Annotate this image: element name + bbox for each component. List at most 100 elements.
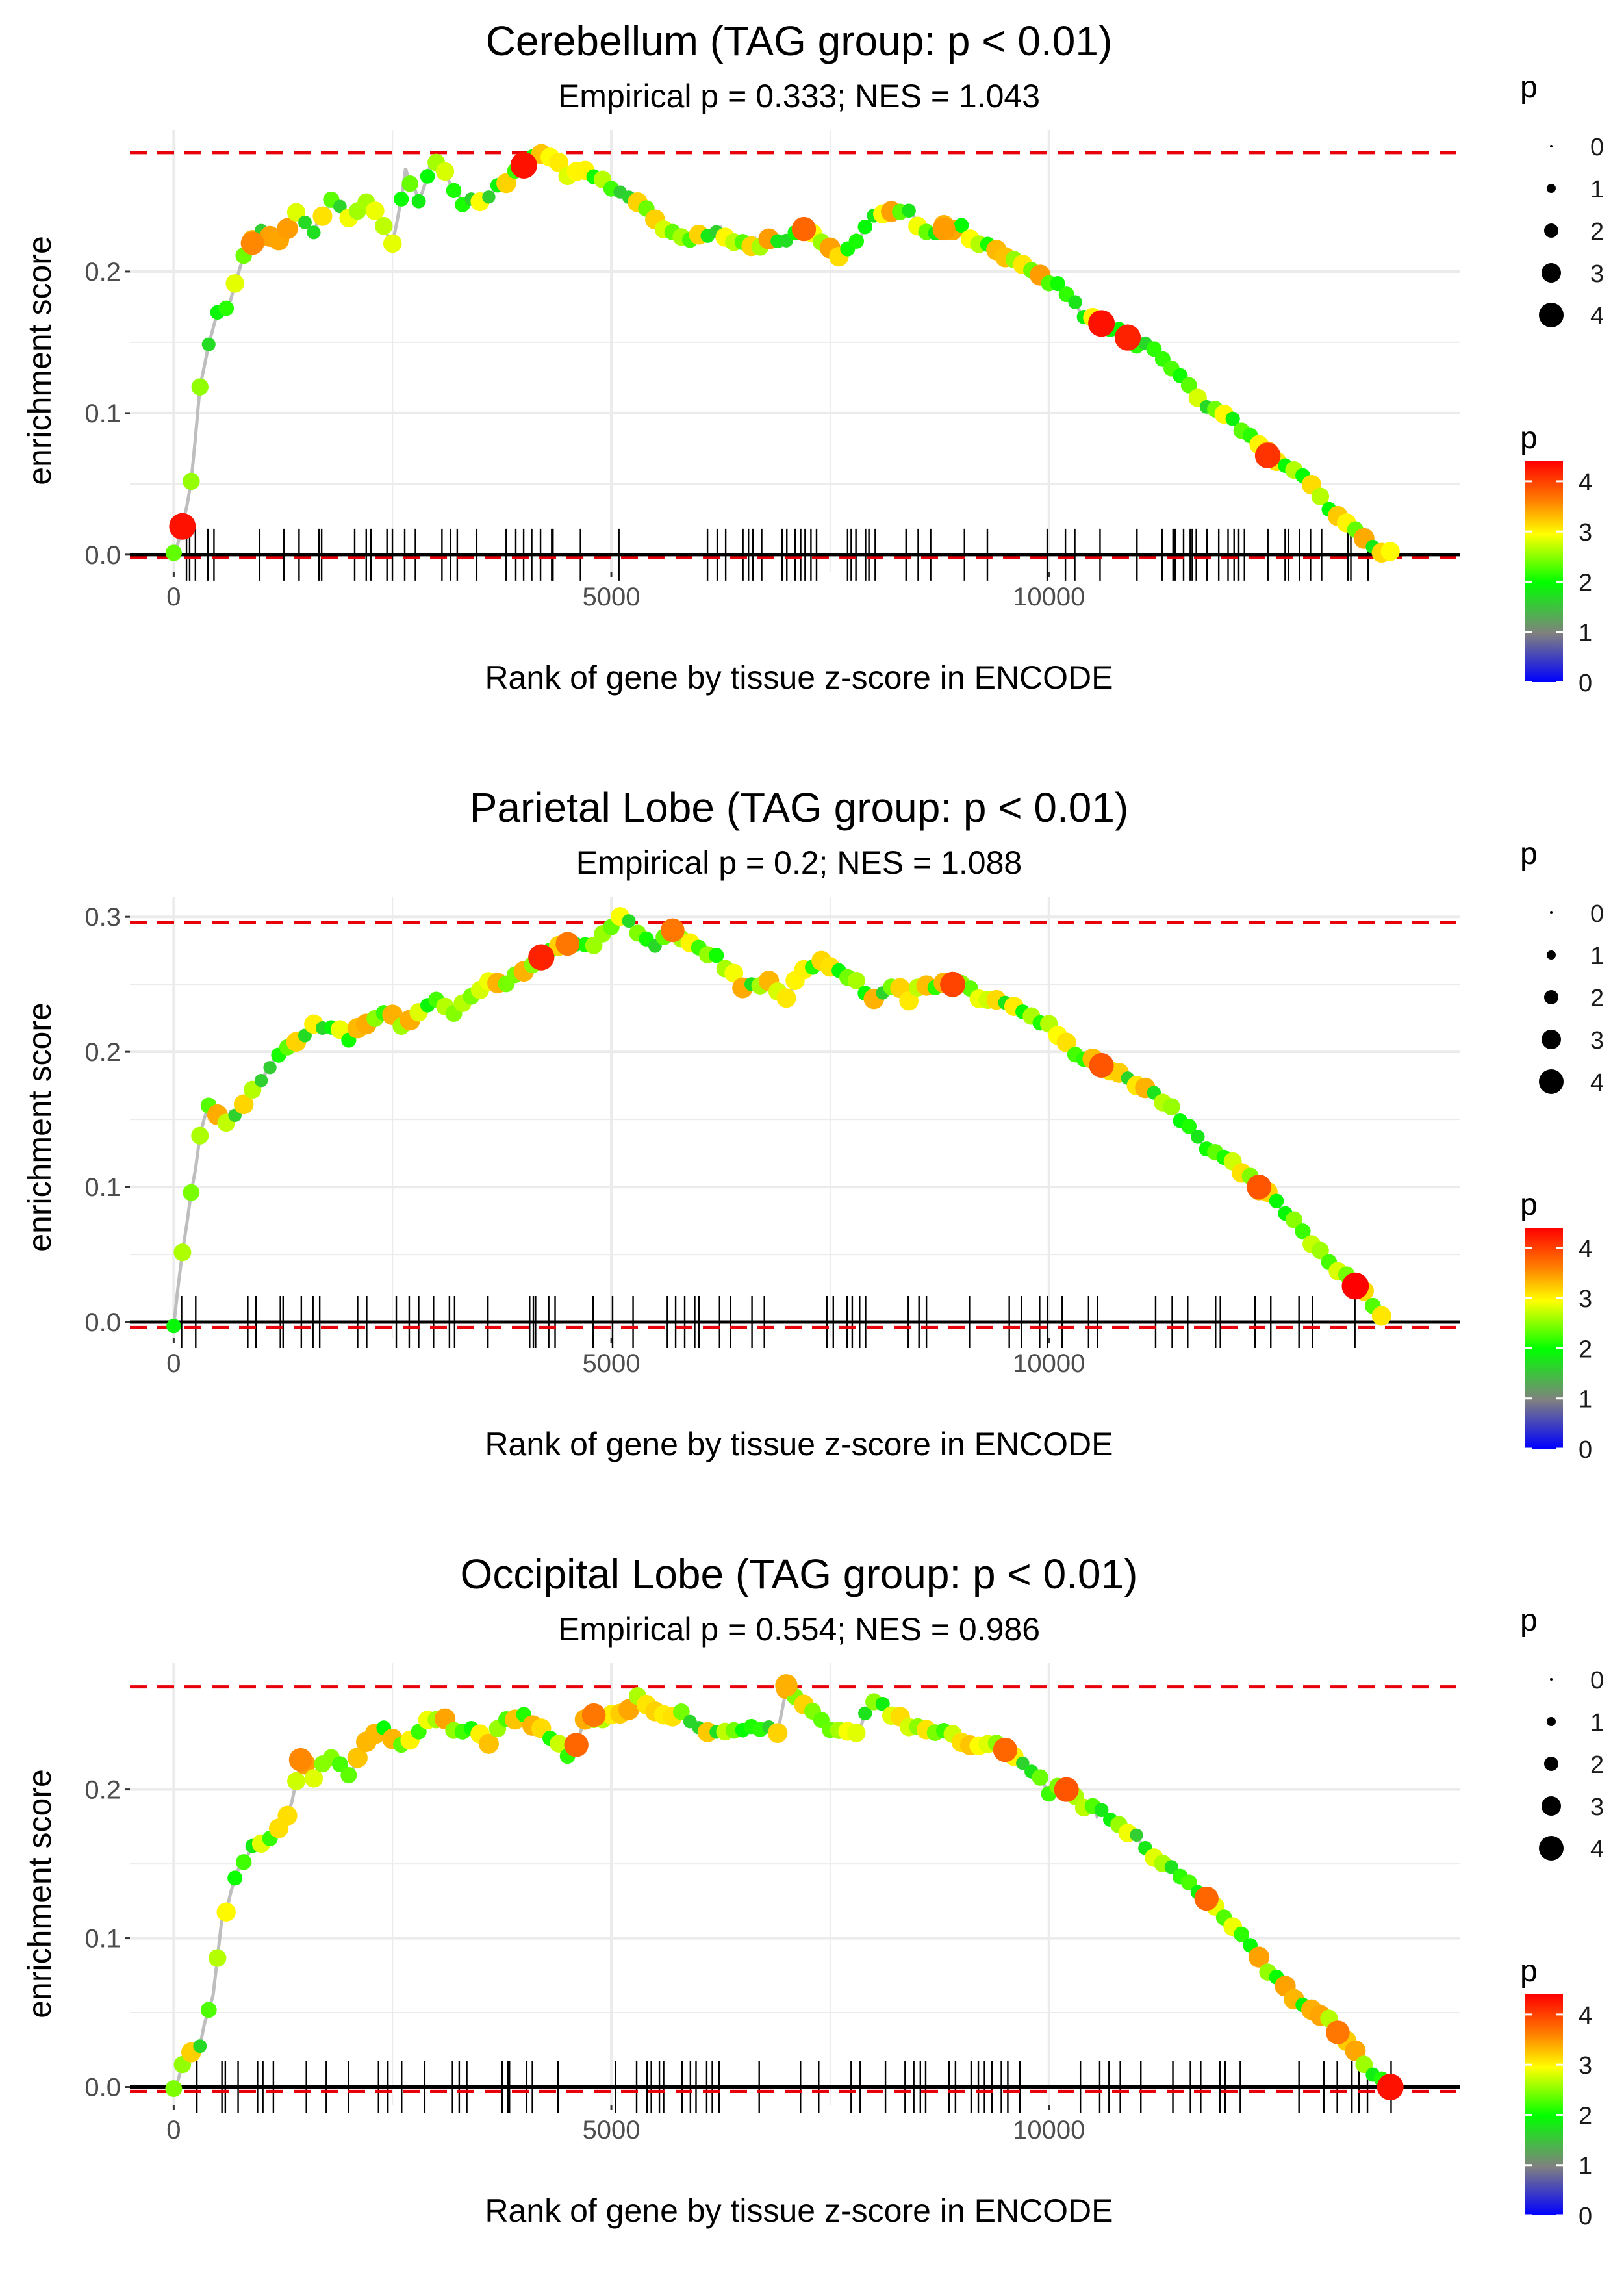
es-point-high: [288, 1748, 312, 1772]
es-point-high: [940, 971, 965, 997]
es-point: [1164, 1860, 1179, 1874]
size-legend-dot: [1542, 1796, 1561, 1816]
es-point: [954, 218, 969, 233]
y-axis-title: enrichment score: [21, 1002, 58, 1252]
size-legend-label: 1: [1590, 1709, 1604, 1737]
y-tick-label: 0.1: [84, 1925, 121, 1953]
es-point-high: [1326, 2020, 1350, 2044]
chart-title: Cerebellum (TAG group: p < 0.01): [486, 18, 1113, 64]
tick-labels: 0.0 0.1 0.2 0.3 0 5000 10000: [84, 903, 1085, 1378]
es-point: [482, 190, 496, 204]
color-legend: 0 1 2 3 4: [1525, 1994, 1592, 2230]
es-point: [254, 1074, 268, 1088]
es-point: [550, 1735, 568, 1753]
es-point: [672, 1703, 690, 1720]
y-axis-title: enrichment score: [21, 1769, 58, 2018]
es-point-high: [510, 152, 537, 179]
es-point: [191, 1126, 209, 1145]
gridlines: [130, 1663, 1460, 2105]
chart-subtitle: Empirical p = 0.2; NES = 1.088: [576, 845, 1022, 881]
es-point: [304, 1769, 324, 1788]
es-point-high: [932, 217, 956, 241]
es-point: [340, 1766, 357, 1784]
es-point: [1285, 1211, 1303, 1228]
y-axis-title: enrichment score: [21, 236, 58, 485]
color-legend-label: 0: [1579, 670, 1592, 697]
size-legend-label: 4: [1590, 1836, 1604, 1863]
es-point-high: [661, 918, 685, 943]
color-legend-label: 0: [1579, 1436, 1592, 1464]
es-point: [263, 1061, 277, 1075]
size-legend: 0 1 2 3 4: [1539, 134, 1604, 330]
es-point-high: [555, 932, 580, 956]
size-legend-dot: [1547, 184, 1556, 193]
es-point: [1180, 377, 1197, 394]
es-point: [1191, 1130, 1205, 1144]
gridlines: [130, 897, 1460, 1338]
size-legend-dot: [1547, 1717, 1556, 1726]
color-legend: 0 1 2 3 4: [1525, 461, 1592, 697]
es-point: [200, 2002, 217, 2018]
chart-panel-cerebellum: Cerebellum (TAG group: p < 0.01) Empiric…: [0, 0, 1624, 754]
es-point: [394, 191, 409, 207]
es-point: [1163, 1098, 1180, 1115]
color-legend-label: 1: [1579, 620, 1592, 647]
tick-labels: 0.0 0.1 0.2 0 5000 10000: [84, 258, 1085, 611]
es-point: [233, 1094, 254, 1115]
size-legend-dot: [1542, 1030, 1561, 1049]
es-point: [191, 378, 209, 396]
legend-size-title: p: [1520, 837, 1538, 871]
es-point: [1181, 1119, 1197, 1134]
size-legend-label: 1: [1590, 176, 1604, 203]
es-point: [858, 1706, 872, 1721]
x-axis-title: Rank of gene by tissue z-score in ENCODE: [485, 2193, 1113, 2229]
es-point: [298, 1028, 312, 1043]
y-tick-label: 0.0: [84, 541, 121, 570]
es-point: [1345, 2040, 1366, 2061]
size-legend-dot: [1550, 911, 1553, 914]
tick-labels: 0.0 0.1 0.2 0 5000 10000: [84, 1776, 1085, 2144]
es-point: [235, 1854, 252, 1870]
es-point: [899, 991, 919, 1011]
color-legend-label: 4: [1579, 2002, 1592, 2029]
es-point: [312, 206, 333, 226]
es-point-high: [775, 1674, 798, 1697]
legend-color-title: p: [1520, 421, 1538, 455]
es-point: [218, 300, 235, 316]
x-axis-title: Rank of gene by tissue z-score in ENCODE: [485, 659, 1113, 696]
es-point: [1225, 411, 1240, 426]
x-tick-label: 10000: [1013, 583, 1085, 611]
color-legend-label: 4: [1579, 469, 1592, 496]
size-legend-label: 0: [1590, 1667, 1604, 1694]
es-point: [875, 1696, 890, 1711]
y-tick-label: 0.0: [84, 2074, 121, 2102]
x-tick-label: 0: [166, 2116, 181, 2144]
x-tick-label: 0: [166, 1349, 181, 1378]
es-points: [165, 144, 1400, 563]
size-legend-label: 2: [1590, 218, 1604, 246]
es-point-high: [1089, 1052, 1114, 1078]
es-point: [1032, 1769, 1048, 1786]
enrichment-chart-parietal-lobe: Parietal Lobe (TAG group: p < 0.01) Empi…: [21, 784, 1604, 1464]
chart-panel-parietal-lobe: Parietal Lobe (TAG group: p < 0.01) Empi…: [0, 767, 1624, 1520]
es-point: [709, 948, 724, 963]
es-point: [724, 963, 744, 983]
y-tick-label: 0.0: [84, 1308, 121, 1337]
size-legend-dot: [1550, 145, 1553, 147]
es-point: [411, 194, 426, 209]
size-legend-dot: [1544, 223, 1558, 238]
chart-panel-occipital-lobe: Occipital Lobe (TAG group: p < 0.01) Emp…: [0, 1533, 1624, 2287]
es-point: [173, 1243, 192, 1262]
size-legend-label: 2: [1590, 985, 1604, 1012]
es-point: [216, 1902, 236, 1922]
es-point: [420, 169, 435, 184]
es-point: [332, 1756, 348, 1772]
es-point: [183, 472, 200, 490]
es-point: [1248, 1946, 1270, 1968]
size-legend-dot: [1547, 950, 1556, 960]
y-tick-label: 0.2: [84, 1776, 121, 1805]
es-point: [618, 1699, 640, 1720]
es-point: [1068, 295, 1082, 309]
y-tick-label: 0.2: [84, 258, 121, 286]
size-legend-label: 0: [1590, 134, 1604, 161]
